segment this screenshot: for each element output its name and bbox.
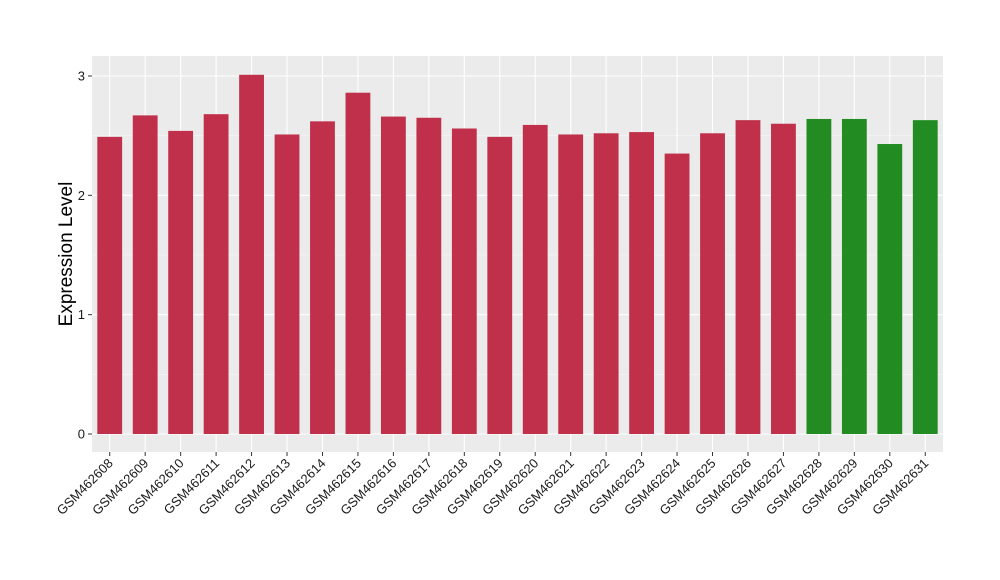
bar-GSM462609	[132, 115, 158, 434]
bar-GSM462629	[841, 118, 867, 435]
bar-GSM462622	[593, 133, 619, 434]
bar-GSM462615	[345, 92, 371, 434]
bar-GSM462610	[168, 130, 194, 435]
bar-GSM462614	[310, 121, 335, 434]
y-tick-label: 3	[78, 69, 85, 84]
y-axis-title: Expression Level	[56, 182, 77, 327]
bar-GSM462617	[416, 117, 442, 435]
bar-GSM462628	[806, 118, 832, 435]
bar-GSM462618	[451, 128, 477, 435]
bar-GSM462620	[522, 124, 548, 434]
bar-GSM462613	[274, 134, 300, 434]
plot-panel	[92, 56, 943, 452]
bar-GSM462621	[558, 134, 584, 434]
bar-GSM462611	[203, 114, 229, 434]
bar-GSM462624	[664, 153, 690, 435]
bar-GSM462616	[380, 116, 406, 434]
bar-GSM462612	[239, 74, 264, 434]
bar-GSM462625	[700, 133, 725, 434]
bars	[97, 74, 938, 435]
y-tick-label: 0	[78, 427, 85, 442]
y-tick-label: 2	[78, 188, 85, 203]
bar-GSM462627	[771, 123, 796, 434]
bar-GSM462630	[877, 144, 903, 434]
x-axis: GSM462608GSM462609GSM462610GSM462611GSM4…	[54, 452, 931, 518]
y-tick-label: 1	[78, 307, 85, 322]
bar-GSM462623	[629, 132, 655, 434]
y-axis: 0 1 2 3	[78, 69, 92, 442]
bar-GSM462631	[912, 120, 938, 435]
bar-GSM462626	[735, 120, 761, 435]
bar-GSM462619	[487, 136, 513, 435]
bar-GSM462608	[97, 136, 123, 435]
